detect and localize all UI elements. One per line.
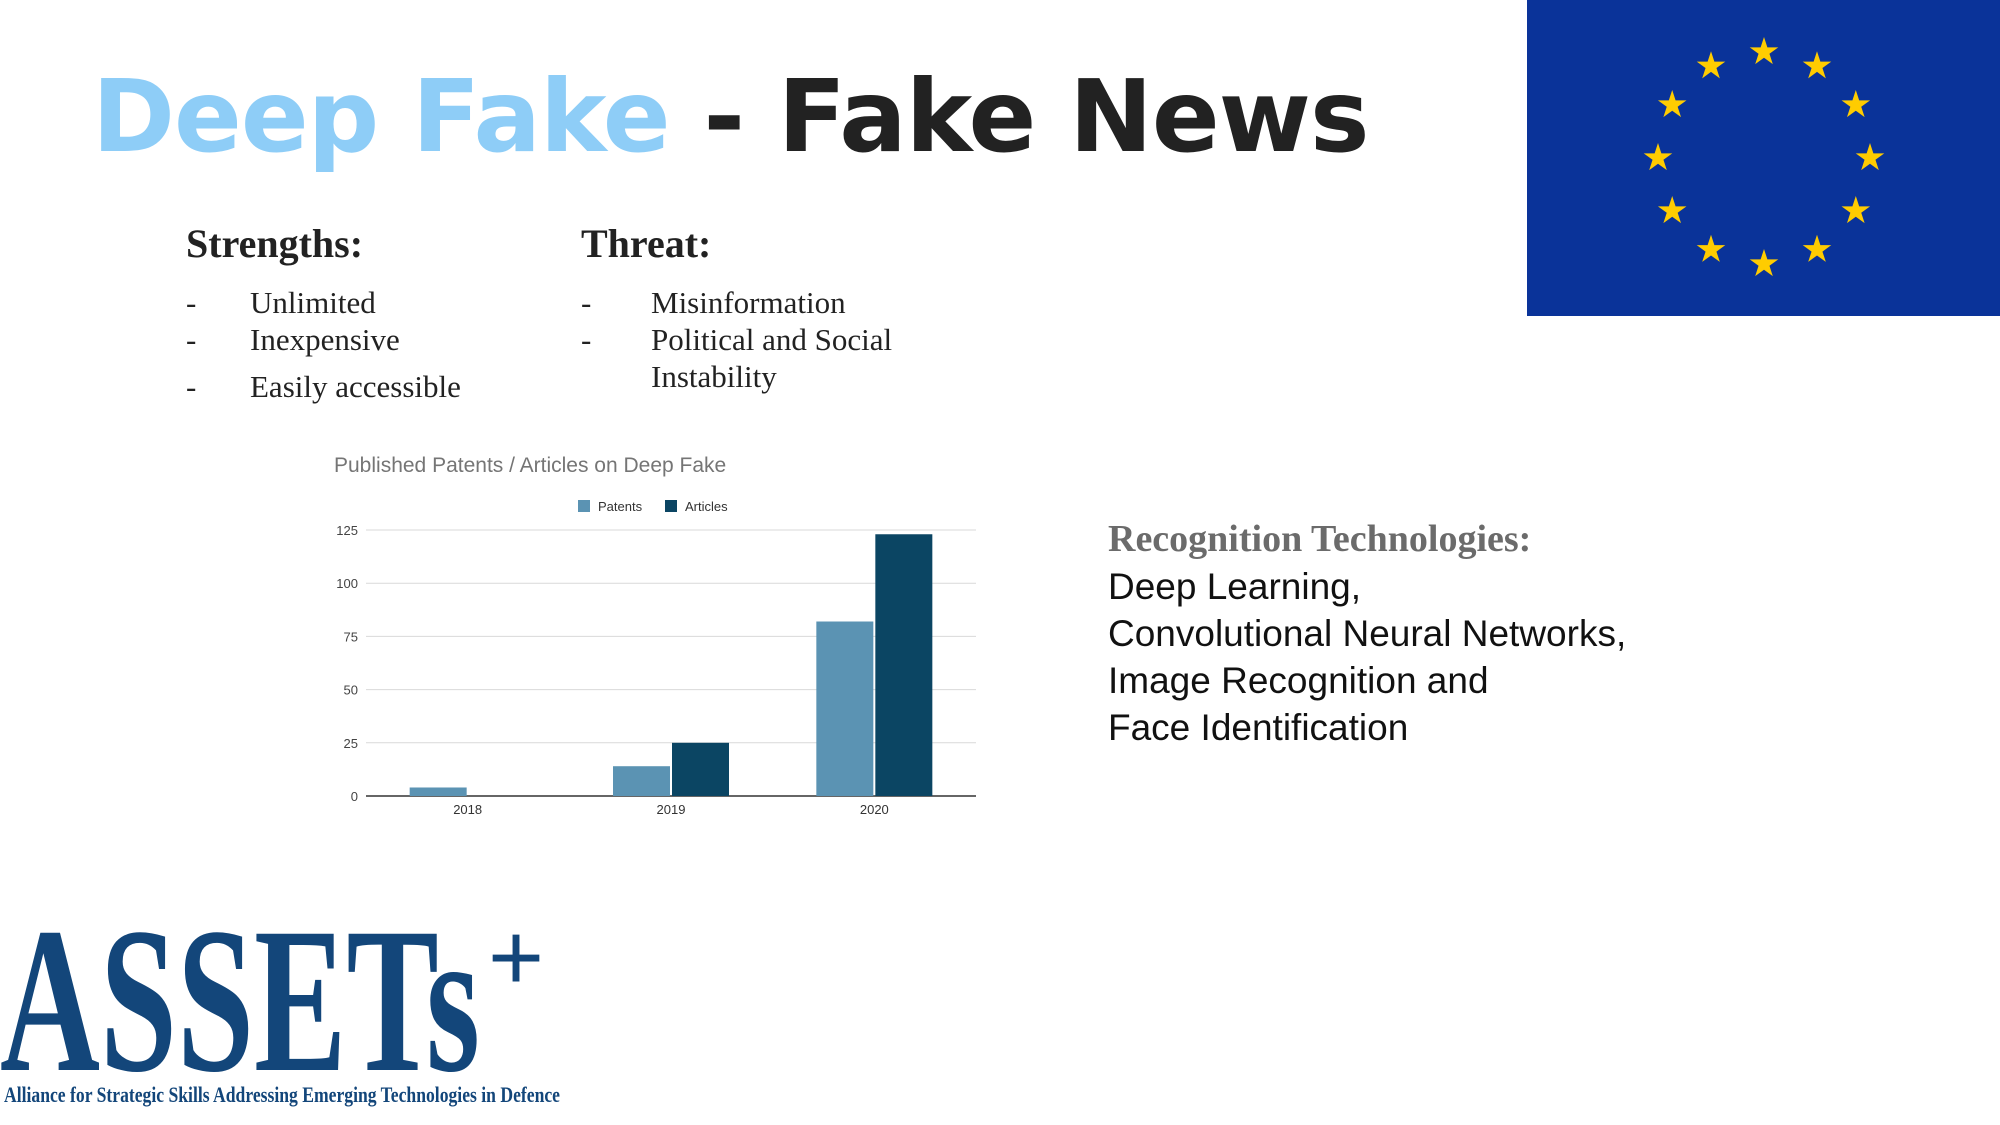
strength-text: Inexpensive <box>250 322 400 357</box>
recognition-line: Image Recognition and <box>1108 660 1489 701</box>
eu-flag <box>1527 0 2000 316</box>
legend-swatch <box>665 500 677 512</box>
flag-star-icon <box>1802 234 1832 262</box>
chart-title: Published Patents / Articles on Deep Fak… <box>334 454 726 477</box>
bar-patents-2019 <box>613 766 670 796</box>
title-fake-news: Fake News <box>777 58 1370 175</box>
y-tick-label: 100 <box>336 576 358 591</box>
strength-text: Unlimited <box>250 285 376 320</box>
y-tick-label: 125 <box>336 523 358 538</box>
legend-swatch <box>578 500 590 512</box>
threat-item: - Misinformation <box>581 284 846 321</box>
bullet-dash: - <box>581 322 592 357</box>
threat-item: - Political and Social <box>581 321 892 358</box>
chart-canvas: Published Patents / Articles on Deep Fak… <box>334 454 976 817</box>
eu-flag-graphic <box>1643 37 1885 277</box>
strength-item: - Unlimited <box>186 284 376 321</box>
strength-item: - Easily accessible <box>186 368 461 405</box>
title-separator: - <box>669 58 778 175</box>
threat-text: Misinformation <box>651 285 846 320</box>
y-tick-label: 25 <box>344 736 358 751</box>
strength-text: Easily accessible <box>250 369 461 404</box>
threat-text: Instability <box>651 359 777 394</box>
logo-tagline: Alliance for Strategic Skills Addressing… <box>4 1082 560 1107</box>
recognition-line: Deep Learning, <box>1108 566 1362 607</box>
logo-plus: + <box>488 904 544 1011</box>
flag-star-icon <box>1657 196 1687 224</box>
flag-star-icon <box>1696 234 1726 262</box>
bar-patents-2018 <box>409 787 467 796</box>
threat-heading: Threat: <box>581 221 712 266</box>
strengths-section: Strengths: - Unlimited - Inexpensive - Easi… <box>186 220 461 405</box>
flag-star-icon <box>1643 143 1673 171</box>
assets-plus-logo: ASSETs + Alliance for Strategic Skills A… <box>0 868 570 1118</box>
legend-label: Patents <box>598 499 643 514</box>
flag-star-icon <box>1841 196 1871 224</box>
flag-star-icon <box>1802 51 1832 79</box>
strengths-heading: Strengths: <box>186 221 364 266</box>
x-tick-label: 2019 <box>657 802 686 817</box>
bar-articles-2020 <box>875 534 933 796</box>
flag-star-icon <box>1657 90 1687 118</box>
bullet-dash: - <box>186 369 197 404</box>
flag-star-icon <box>1749 249 1779 277</box>
flag-star-icon <box>1696 51 1726 79</box>
flag-star-icon <box>1749 37 1779 65</box>
y-tick-label: 75 <box>344 629 358 644</box>
flag-star-icon <box>1841 90 1871 118</box>
threat-item: Instability <box>581 358 777 395</box>
recognition-line: Convolutional Neural Networks, <box>1108 613 1627 654</box>
x-tick-label: 2020 <box>860 802 889 817</box>
bar-articles-2019 <box>672 742 729 796</box>
bullet-dash: - <box>581 285 592 320</box>
strength-item: - Inexpensive <box>186 321 400 358</box>
slide-title: Deep Fake - Fake News <box>92 52 1370 182</box>
recognition-heading: Recognition Technologies: <box>1108 518 1532 560</box>
recognition-line: Face Identification <box>1108 707 1409 748</box>
x-tick-label: 2018 <box>453 802 482 817</box>
recognition-technologies: Recognition Technologies: Deep Learning,… <box>1108 515 1626 751</box>
y-tick-label: 50 <box>344 683 358 698</box>
bar-patents-2020 <box>816 621 874 796</box>
threat-section: Threat: - Misinformation - Political and S… <box>581 220 892 395</box>
logo-wordmark: ASSETs <box>0 885 480 1115</box>
flag-star-icon <box>1855 143 1885 171</box>
assets-logo-graphic: ASSETs + Alliance for Strategic Skills A… <box>0 885 560 1115</box>
legend-label: Articles <box>685 499 728 514</box>
bullet-dash: - <box>186 322 197 357</box>
threat-text: Political and Social <box>651 322 893 357</box>
y-tick-label: 0 <box>351 789 358 804</box>
title-deep-fake: Deep Fake <box>92 58 671 175</box>
patents-articles-chart: Published Patents / Articles on Deep Fak… <box>320 448 1000 838</box>
bullet-dash: - <box>186 285 197 320</box>
